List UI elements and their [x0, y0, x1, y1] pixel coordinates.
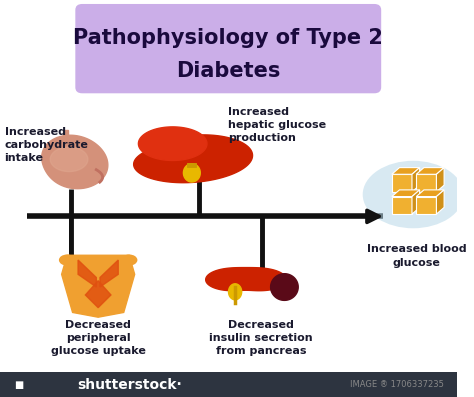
- Polygon shape: [416, 168, 444, 174]
- Ellipse shape: [363, 161, 464, 228]
- Ellipse shape: [121, 254, 137, 266]
- Polygon shape: [85, 281, 111, 308]
- Polygon shape: [412, 190, 419, 214]
- FancyBboxPatch shape: [0, 372, 456, 397]
- Polygon shape: [228, 284, 242, 300]
- Polygon shape: [138, 127, 207, 160]
- Polygon shape: [206, 268, 286, 291]
- Text: Decreased
peripheral
glucose uptake: Decreased peripheral glucose uptake: [51, 320, 146, 357]
- Polygon shape: [100, 260, 118, 287]
- Text: Increased blood
glucose: Increased blood glucose: [366, 245, 466, 268]
- Text: Diabetes: Diabetes: [176, 62, 281, 81]
- Polygon shape: [78, 260, 96, 287]
- Polygon shape: [42, 135, 108, 189]
- Polygon shape: [412, 168, 419, 192]
- Polygon shape: [392, 190, 419, 197]
- Text: Increased
hepatic glucose
production: Increased hepatic glucose production: [228, 107, 327, 143]
- Text: Increased
carbohydrate
intake: Increased carbohydrate intake: [5, 127, 89, 163]
- Text: shutterstock·: shutterstock·: [78, 378, 182, 392]
- Ellipse shape: [59, 254, 75, 266]
- Text: ■: ■: [14, 380, 23, 390]
- Text: Decreased
insulin secretion
from pancreas: Decreased insulin secretion from pancrea…: [210, 320, 313, 357]
- Polygon shape: [416, 190, 444, 197]
- Text: Pathophysiology of Type 2: Pathophysiology of Type 2: [73, 28, 383, 48]
- Text: IMAGE ® 1706337235: IMAGE ® 1706337235: [350, 380, 444, 389]
- Polygon shape: [392, 197, 412, 214]
- FancyBboxPatch shape: [75, 4, 381, 93]
- Polygon shape: [392, 174, 412, 192]
- Polygon shape: [50, 147, 88, 172]
- Polygon shape: [416, 174, 437, 192]
- Polygon shape: [416, 197, 437, 214]
- Polygon shape: [62, 255, 135, 317]
- Polygon shape: [63, 129, 68, 141]
- Polygon shape: [134, 135, 253, 183]
- Polygon shape: [437, 168, 444, 192]
- Polygon shape: [392, 168, 419, 174]
- Polygon shape: [183, 164, 201, 182]
- Polygon shape: [271, 274, 298, 301]
- Polygon shape: [437, 190, 444, 214]
